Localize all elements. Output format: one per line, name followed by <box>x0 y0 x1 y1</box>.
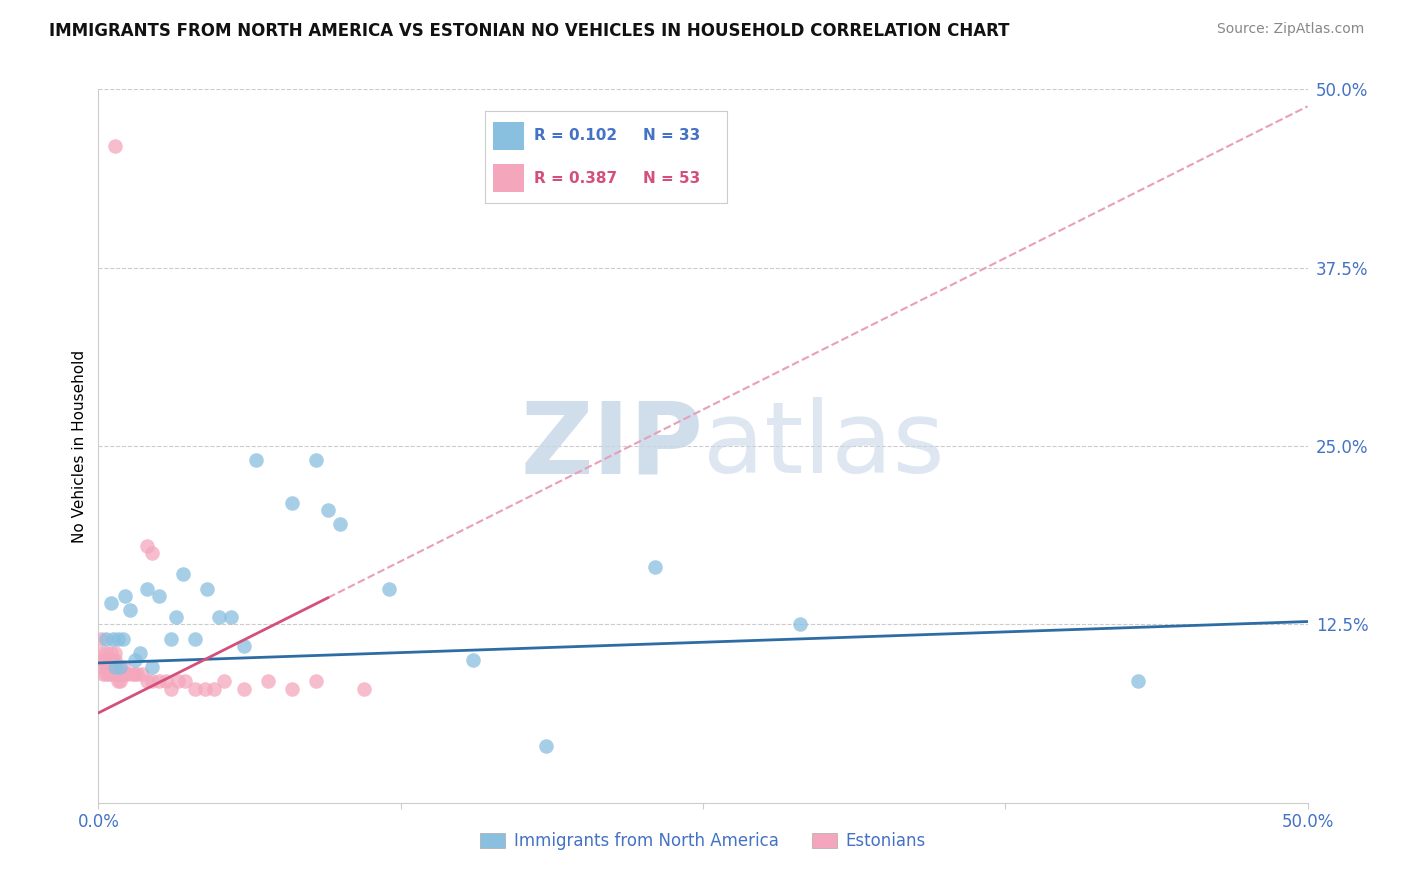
Point <box>117 667 139 681</box>
Point <box>174 674 197 689</box>
Point <box>463 653 485 667</box>
Point <box>114 589 136 603</box>
Y-axis label: No Vehicles in Household: No Vehicles in Household <box>72 350 87 542</box>
Legend: Immigrants from North America, Estonians: Immigrants from North America, Estonians <box>472 824 934 859</box>
Point <box>94 646 117 660</box>
Point <box>135 582 157 596</box>
Point <box>1128 674 1150 689</box>
Point <box>160 681 183 696</box>
Point <box>97 653 120 667</box>
Point <box>172 567 194 582</box>
Point <box>111 660 134 674</box>
Point <box>107 660 129 674</box>
Point <box>128 646 150 660</box>
Point <box>101 632 124 646</box>
Point <box>97 660 120 674</box>
Point <box>204 681 226 696</box>
Point <box>91 653 114 667</box>
Point <box>94 653 117 667</box>
Point <box>165 610 187 624</box>
Text: ZIP: ZIP <box>520 398 703 494</box>
Point <box>90 632 112 646</box>
Point <box>195 582 218 596</box>
Point <box>141 674 163 689</box>
Point <box>107 667 129 681</box>
Point <box>281 496 304 510</box>
Point <box>184 681 207 696</box>
Point <box>107 674 129 689</box>
Point <box>160 632 183 646</box>
Point <box>111 632 134 646</box>
Point <box>107 632 129 646</box>
Point <box>232 681 254 696</box>
Point <box>104 139 127 153</box>
Point <box>135 674 157 689</box>
Point <box>114 667 136 681</box>
Point <box>194 681 217 696</box>
Point <box>305 453 328 467</box>
Point <box>316 503 339 517</box>
Point <box>245 453 267 467</box>
Point <box>281 681 304 696</box>
Point <box>789 617 811 632</box>
Point <box>148 674 170 689</box>
Point <box>118 603 141 617</box>
Point <box>104 660 127 674</box>
Point <box>644 560 666 574</box>
Point <box>108 667 131 681</box>
Point <box>101 667 124 681</box>
Point <box>104 667 127 681</box>
Text: Source: ZipAtlas.com: Source: ZipAtlas.com <box>1216 22 1364 37</box>
Point <box>108 674 131 689</box>
Point <box>90 646 112 660</box>
Point <box>353 681 375 696</box>
Point <box>148 589 170 603</box>
Point <box>100 660 122 674</box>
Point <box>329 517 352 532</box>
Point <box>534 739 557 753</box>
Point <box>101 653 124 667</box>
Point <box>97 667 120 681</box>
Point <box>232 639 254 653</box>
Point <box>100 667 122 681</box>
Point <box>208 610 231 624</box>
Point <box>94 632 117 646</box>
Point <box>94 667 117 681</box>
Point <box>167 674 190 689</box>
Point <box>124 653 146 667</box>
Point <box>108 660 131 674</box>
Point <box>135 539 157 553</box>
Point <box>111 667 134 681</box>
Point <box>221 610 243 624</box>
Point <box>100 596 122 610</box>
Point <box>121 667 143 681</box>
Point <box>100 653 122 667</box>
Point <box>124 667 146 681</box>
Point <box>104 646 127 660</box>
Point <box>100 646 122 660</box>
Point <box>141 660 163 674</box>
Point <box>94 660 117 674</box>
Point <box>91 660 114 674</box>
Point <box>127 667 149 681</box>
Point <box>104 660 127 674</box>
Point <box>141 546 163 560</box>
Point <box>131 667 153 681</box>
Point <box>155 674 177 689</box>
Point <box>104 653 127 667</box>
Point <box>256 674 278 689</box>
Text: atlas: atlas <box>703 398 945 494</box>
Point <box>184 632 207 646</box>
Point <box>101 660 124 674</box>
Point <box>91 667 114 681</box>
Point <box>212 674 235 689</box>
Point <box>305 674 328 689</box>
Text: IMMIGRANTS FROM NORTH AMERICA VS ESTONIAN NO VEHICLES IN HOUSEHOLD CORRELATION C: IMMIGRANTS FROM NORTH AMERICA VS ESTONIA… <box>49 22 1010 40</box>
Point <box>377 582 399 596</box>
